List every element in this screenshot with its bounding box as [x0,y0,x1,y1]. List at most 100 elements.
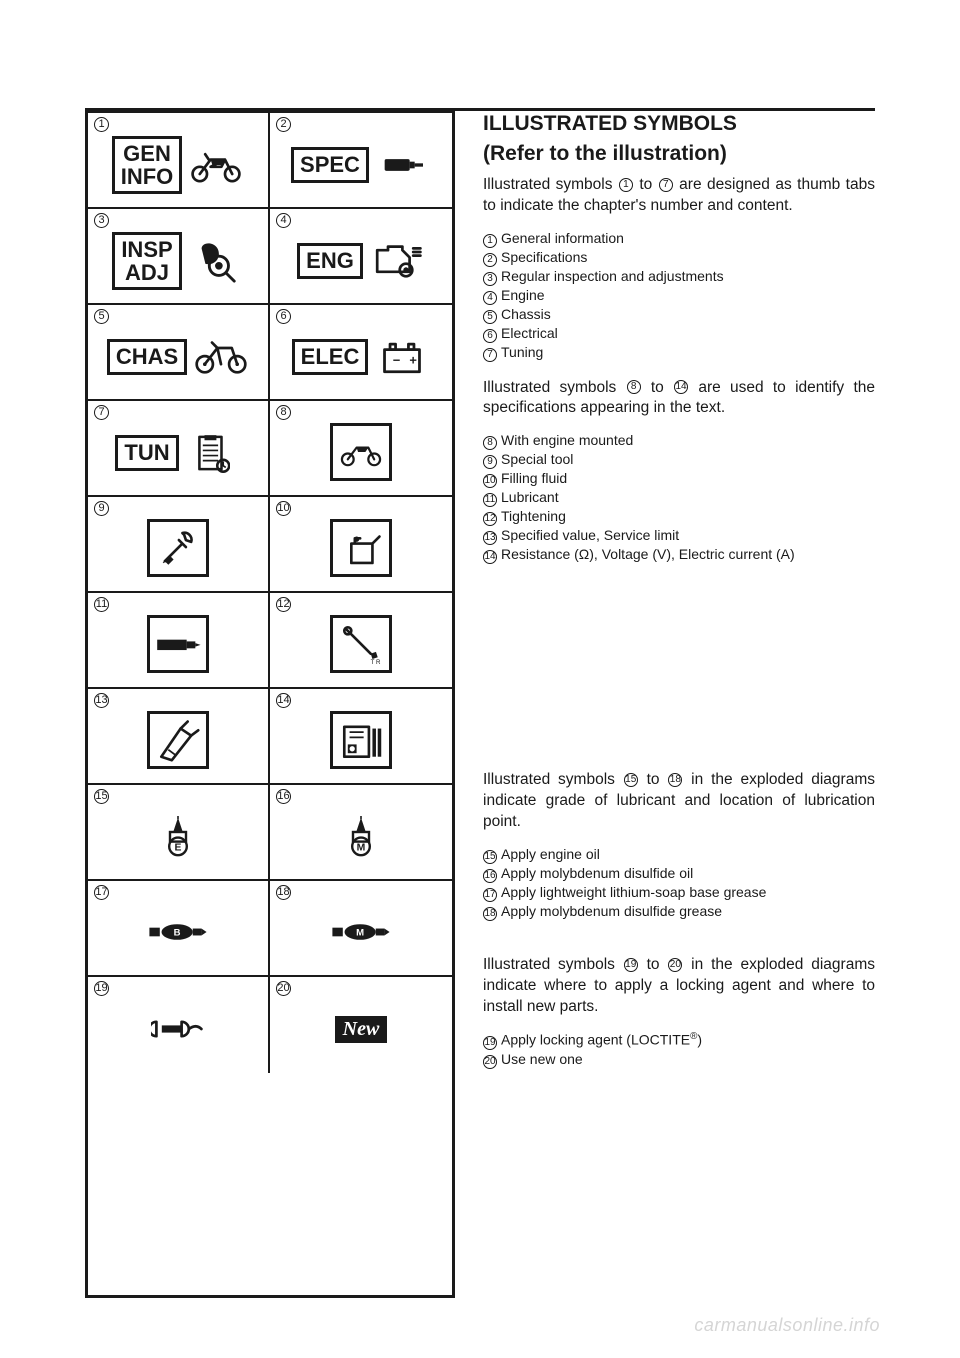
list-item-text: Specified value, Service limit [501,526,679,545]
chapter-label: GENINFO [112,136,183,194]
list-item-number: 12 [483,512,497,526]
symbol-cell-15: 15 E [88,785,270,881]
list-item: 15 Apply engine oil [483,845,875,864]
oil-e-icon: E [147,807,209,865]
list-item: 16Apply molybdenum disulfide oil [483,864,875,883]
cell-number: 14 [276,693,291,708]
plug-icon [375,143,431,187]
list-item-number: 8 [483,436,497,450]
list-item: 18Apply molybdenum disulfide grease [483,902,875,921]
section-para: Illustrated symbols 15 to 18 in the expl… [483,770,875,833]
svg-text:+: + [410,352,418,367]
section-list: 8 With engine mounted9Special tool10Filli… [483,431,875,564]
symbol-cell-17: 17 B [88,881,270,977]
watermark: carmanualsonline.info [694,1315,880,1336]
cell-number: 3 [94,213,109,228]
list-item-number: 3 [483,272,497,286]
symbol-cell-3: 3INSPADJ [88,209,270,305]
chapter-box: CHAS [107,325,249,379]
ref-num: 20 [668,958,682,972]
cell-number: 4 [276,213,291,228]
cell-number: 12 [276,597,291,612]
new-icon: New [330,1000,392,1058]
list-item-number: 15 [483,850,497,864]
sections: Illustrated symbols 1 to 7 are designed … [483,175,875,1069]
loctite-icon [147,1000,209,1058]
symbol-cell-16: 16 M [270,785,452,881]
list-item: 20Use new one [483,1050,875,1069]
chapter-box: INSPADJ [112,222,243,290]
list-item-text: Specifications [501,248,587,267]
list-item: 2Specifications [483,248,875,267]
symbol-cell-8: 8 [270,401,452,497]
cell-number: 17 [94,885,109,900]
svg-text:T R: T R [371,659,381,666]
motorcycle-sm-icon [330,423,392,481]
text-column: ILLUSTRATED SYMBOLS (Refer to the illust… [483,110,875,1298]
list-item-text: Resistance (Ω), Voltage (V), Electric cu… [501,545,795,564]
list-item-text: Lubricant [501,488,559,507]
symbol-grid-frame: 1GENINFO2SPEC3INSPADJ4ENG5CHAS6ELEC−+7TU… [85,110,455,1298]
list-item-text: Apply engine oil [501,845,600,864]
grease-b-icon: B [147,903,209,961]
ref-num: 1 [619,178,633,192]
chapter-label: INSPADJ [112,232,181,290]
list-item-text: With engine mounted [501,431,633,450]
list-item-number: 18 [483,907,497,921]
list-item: 7Tuning [483,343,875,362]
list-item: 3Regular inspection and adjustments [483,267,875,286]
list-item-number: 16 [483,869,497,883]
list-item: 4Engine [483,286,875,305]
chapter-box: ELEC−+ [292,325,431,379]
list-item: 12Tightening [483,507,875,526]
ref-num: 8 [627,380,641,394]
list-item: 10Filling fluid [483,469,875,488]
symbol-cell-19: 19 [88,977,270,1073]
cell-number: 18 [276,885,291,900]
chapter-label: ELEC [292,339,369,374]
list-item: 13Specified value, Service limit [483,526,875,545]
ref-num: 7 [659,178,673,192]
list-item-text: Chassis [501,305,551,324]
list-item: 9Special tool [483,450,875,469]
cell-number: 13 [94,693,109,708]
cell-number: 19 [94,981,109,996]
chapter-label: TUN [115,435,178,470]
cell-number: 1 [94,117,109,132]
list-item-text: Tuning [501,343,543,362]
symbol-cell-18: 18 M [270,881,452,977]
cell-number: 16 [276,789,291,804]
list-item-text: General information [501,229,624,248]
section-list: 15 Apply engine oil16Apply molybdenum dis… [483,845,875,921]
symbol-cell-1: 1GENINFO [88,113,270,209]
symbol-cell-9: 9 [88,497,270,593]
symbol-cell-6: 6ELEC−+ [270,305,452,401]
battery-icon: −+ [374,335,430,379]
cell-number: 6 [276,309,291,324]
list-item: 19 Apply locking agent (LOCTITE®) [483,1030,875,1050]
gauge-icon [147,711,209,769]
symbol-grid: 1GENINFO2SPEC3INSPADJ4ENG5CHAS6ELEC−+7TU… [88,113,452,1073]
svg-text:E: E [175,842,182,853]
svg-text:−: − [393,352,401,367]
svg-text:M: M [356,927,364,938]
section-para: Illustrated symbols 8 to 14 are used to … [483,378,875,420]
fill-icon [330,519,392,577]
svg-text:B: B [174,927,181,938]
page: 1GENINFO2SPEC3INSPADJ4ENG5CHAS6ELEC−+7TU… [85,110,875,1298]
chapter-box: SPEC [291,133,431,187]
symbol-cell-12: 12 T R [270,593,452,689]
motorcycle-icon [188,143,244,187]
ref-num: 19 [624,958,638,972]
chapter-box: ENG [297,229,425,283]
list-item-number: 1 [483,234,497,248]
bike-icon [193,335,249,379]
cell-number: 20 [276,981,291,996]
symbol-cell-5: 5CHAS [88,305,270,401]
list-item-number: 19 [483,1036,497,1050]
chapter-label: SPEC [291,147,369,182]
cell-number: 9 [94,501,109,516]
section-list: 1 General information2Specifications3Regu… [483,229,875,362]
list-item-text: Apply locking agent (LOCTITE®) [501,1030,702,1050]
meter-icon [330,711,392,769]
